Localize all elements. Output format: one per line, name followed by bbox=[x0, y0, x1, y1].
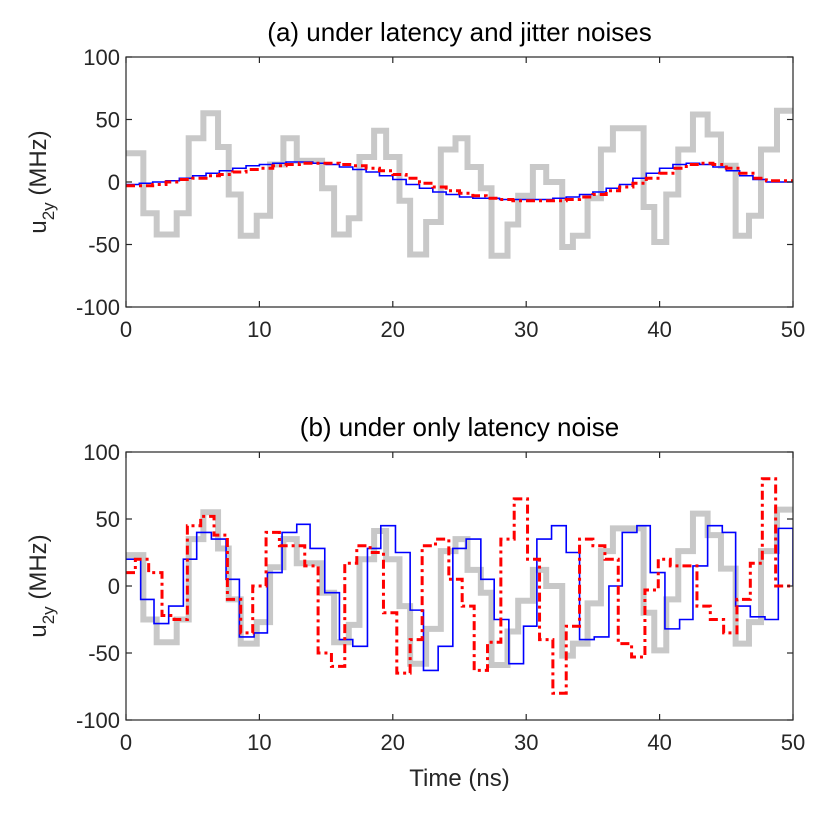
series-fit-solid bbox=[126, 161, 793, 201]
y-tick-label: -50 bbox=[88, 233, 120, 258]
x-tick-label: 50 bbox=[781, 317, 805, 342]
plot-area bbox=[126, 57, 793, 307]
plot-area bbox=[126, 452, 793, 720]
chart-panel-a: 0 10 20 30 40 50 100 50 0 -50 -100 (a) under latenc… bbox=[25, 17, 805, 342]
x-tick-label: 20 bbox=[381, 317, 405, 342]
chart-panel-b: 0 10 20 30 40 50 100 50 0 -50 -100 (b) under only l… bbox=[25, 412, 805, 792]
chart-title: (a) under latency and jitter noises bbox=[267, 17, 651, 47]
x-tick-label: 20 bbox=[381, 730, 405, 755]
y-tick-label: -100 bbox=[76, 295, 120, 320]
x-tick-label: 40 bbox=[647, 730, 671, 755]
y-tick-label: 0 bbox=[108, 170, 120, 195]
series-group bbox=[126, 477, 793, 695]
series-fit-dashdot bbox=[126, 477, 793, 695]
y-axis-label: u2y (MHz) bbox=[25, 130, 58, 233]
series-group bbox=[126, 107, 793, 259]
y-label-base: u bbox=[25, 220, 52, 233]
y-tick-label: -50 bbox=[88, 641, 120, 666]
x-tick-label: 40 bbox=[647, 317, 671, 342]
chart-title: (b) under only latency noise bbox=[300, 412, 619, 442]
y-axis-label: u2y (MHz) bbox=[25, 534, 58, 637]
y-label-subscript: 2y bbox=[39, 606, 58, 624]
x-tick-label: 10 bbox=[247, 317, 271, 342]
x-tick-label: 10 bbox=[247, 730, 271, 755]
y-tick-label: 100 bbox=[83, 45, 120, 70]
x-tick-label: 30 bbox=[514, 317, 538, 342]
y-label-base: u bbox=[25, 624, 52, 637]
y-tick-label: 0 bbox=[108, 574, 120, 599]
y-label-unit: (MHz) bbox=[25, 130, 52, 202]
y-tick-label: 50 bbox=[96, 108, 120, 133]
x-tick-label: 0 bbox=[120, 317, 132, 342]
y-tick-label: 50 bbox=[96, 507, 120, 532]
y-label-subscript: 2y bbox=[39, 202, 58, 220]
series-fit-dashdot bbox=[126, 161, 793, 203]
x-tick-label: 30 bbox=[514, 730, 538, 755]
x-tick-label: 0 bbox=[120, 730, 132, 755]
y-tick-label: 100 bbox=[83, 440, 120, 465]
x-tick-label: 50 bbox=[781, 730, 805, 755]
series-reference bbox=[126, 107, 793, 259]
series-fit-solid bbox=[126, 523, 793, 672]
y-label-unit: (MHz) bbox=[25, 534, 52, 606]
y-tick-label: -100 bbox=[76, 708, 120, 733]
x-axis-label: Time (ns) bbox=[409, 765, 509, 792]
